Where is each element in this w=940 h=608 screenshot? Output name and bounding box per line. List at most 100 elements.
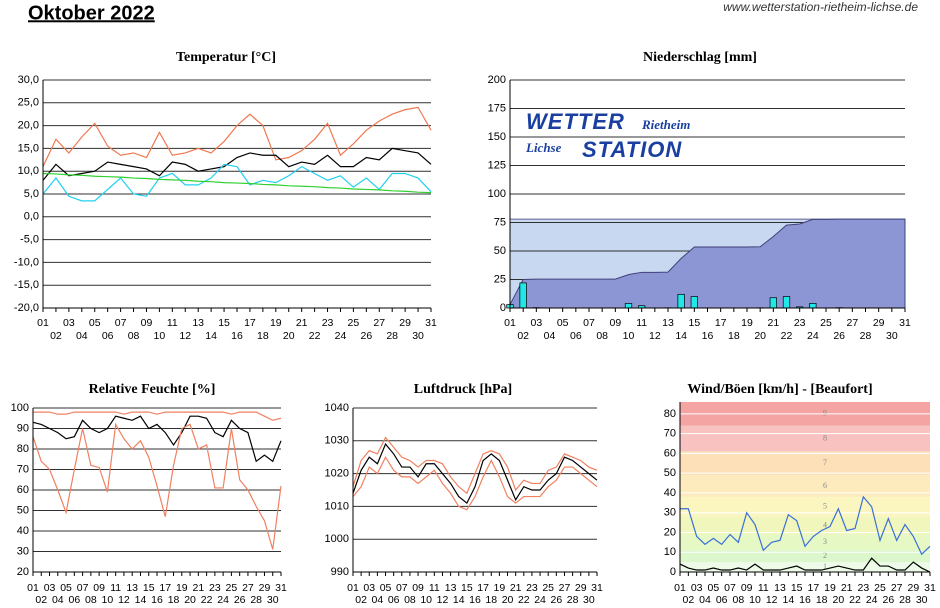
x-tick-label: 10 [154, 330, 166, 342]
x-tick-label: 20 [754, 330, 766, 342]
x-tick-label: 20 [502, 594, 514, 606]
x-tick-label: 01 [37, 317, 49, 329]
beaufort-band [680, 550, 930, 563]
x-tick-label: 01 [27, 582, 39, 594]
x-tick-label: 21 [841, 582, 853, 594]
x-tick-label: 11 [636, 317, 647, 329]
beaufort-label: 8 [823, 433, 827, 442]
bar [624, 303, 633, 309]
y-tick-label: 125 [488, 159, 506, 171]
beaufort-label: 6 [823, 481, 827, 490]
x-tick-label: 20 [832, 594, 844, 606]
line [42, 172, 432, 194]
x-tick-label: 02 [355, 594, 367, 606]
beaufort-label: 5 [823, 502, 827, 511]
line [352, 442, 598, 505]
line [679, 557, 931, 573]
y-tick-label: 30,0 [18, 74, 39, 86]
y-tick-label: 50 [17, 504, 29, 516]
y-tick-label: 1020 [325, 468, 349, 480]
x-tick-label: 01 [504, 317, 516, 329]
y-tick-label: 150 [488, 131, 506, 143]
x-tick-label: 29 [873, 317, 885, 329]
line [32, 422, 282, 550]
beaufort-band [680, 562, 930, 572]
source: www.wetterstation-rietheim-lichse.de [723, 0, 918, 14]
x-tick-label: 30 [916, 594, 928, 606]
x-tick-label: 09 [741, 582, 753, 594]
x-tick-label: 09 [412, 582, 424, 594]
y-tick-label: 1010 [325, 500, 349, 512]
x-tick-label: 24 [335, 330, 347, 342]
x-tick-label: 15 [688, 317, 700, 329]
y-tick-label: 100 [11, 402, 29, 414]
beaufort-label: 3 [823, 537, 827, 546]
x-tick-label: 08 [732, 594, 744, 606]
x-tick-label: 30 [583, 594, 595, 606]
x-tick-label: 17 [807, 582, 819, 594]
logo-text: STATION [582, 137, 682, 162]
x-tick-label: 31 [899, 317, 911, 329]
line [33, 411, 282, 421]
x-tick-label: 14 [675, 330, 687, 342]
x-tick-label: 26 [882, 594, 894, 606]
y-tick-label: 90 [17, 422, 29, 434]
x-tick-label: 05 [380, 582, 392, 594]
x-tick-label: 12 [649, 330, 661, 342]
y-tick-label: 0 [500, 302, 506, 314]
x-tick-label: 11 [758, 582, 769, 594]
x-tick-label: 28 [386, 330, 398, 342]
chart: Niederschlag [mm]02550751001251501752000… [488, 50, 911, 342]
y-tick-label: 80 [664, 408, 676, 420]
x-tick-label: 27 [846, 317, 858, 329]
x-tick-label: 11 [167, 317, 178, 329]
x-tick-label: 11 [429, 582, 440, 594]
x-tick-label: 23 [209, 582, 221, 594]
bar [519, 282, 527, 309]
x-tick-label: 29 [259, 582, 271, 594]
x-tick-label: 05 [60, 582, 72, 594]
x-tick-label: 03 [530, 317, 542, 329]
x-tick-label: 31 [275, 582, 287, 594]
x-tick-label: 25 [542, 582, 554, 594]
x-tick-label: 01 [674, 582, 686, 594]
x-tick-label: 15 [461, 582, 473, 594]
chart-title: Relative Feuchte [%] [89, 382, 216, 397]
y-tick-label: 80 [17, 443, 29, 455]
line [42, 163, 432, 202]
x-tick-label: 07 [115, 317, 127, 329]
x-tick-label: 04 [372, 594, 384, 606]
x-tick-label: 09 [93, 582, 105, 594]
x-tick-label: 06 [102, 330, 114, 342]
x-tick-label: 29 [907, 582, 919, 594]
beaufort-label: 7 [823, 458, 827, 467]
beaufort-band [680, 516, 930, 535]
beaufort-label: 9 [823, 409, 827, 418]
x-tick-label: 16 [799, 594, 811, 606]
y-tick-label: -5,0 [20, 234, 39, 246]
x-tick-label: 22 [518, 594, 530, 606]
x-tick-label: 14 [782, 594, 794, 606]
x-tick-label: 05 [557, 317, 569, 329]
chart: Temperatur [°C] -20,0 -15,0 -10,0 -5,0 0,0 5,0… [14, 50, 437, 342]
x-tick-label: 24 [807, 330, 819, 342]
x-tick-label: 01 [347, 582, 359, 594]
x-tick-label: 04 [76, 330, 88, 342]
x-tick-label: 28 [899, 594, 911, 606]
x-tick-label: 19 [270, 317, 282, 329]
x-tick-label: 06 [570, 330, 582, 342]
x-tick-label: 03 [363, 582, 375, 594]
x-tick-label: 07 [396, 582, 408, 594]
x-tick-label: 25 [226, 582, 238, 594]
x-tick-label: 29 [575, 582, 587, 594]
x-tick-label: 17 [477, 582, 489, 594]
x-tick-label: 13 [445, 582, 457, 594]
x-tick-label: 28 [567, 594, 579, 606]
y-tick-label: 40 [664, 487, 676, 499]
x-tick-label: 17 [715, 317, 727, 329]
x-tick-label: 12 [179, 330, 191, 342]
x-tick-label: 08 [85, 594, 97, 606]
x-tick-label: 16 [151, 594, 163, 606]
x-tick-label: 28 [860, 330, 872, 342]
x-tick-label: 10 [749, 594, 761, 606]
